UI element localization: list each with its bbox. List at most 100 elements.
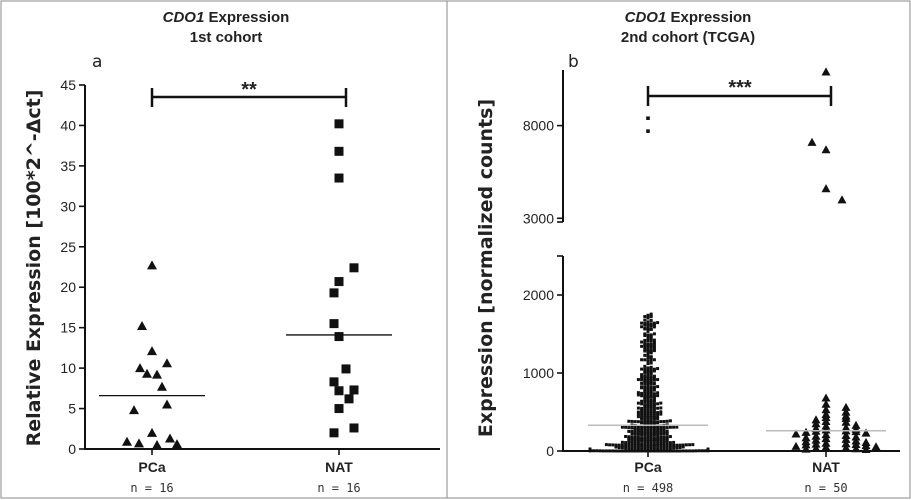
data-point (646, 375, 650, 379)
data-point (662, 426, 666, 430)
data-point (662, 449, 666, 453)
data-point (630, 419, 634, 423)
data-point (691, 449, 695, 453)
data-point (652, 417, 656, 421)
panel-b-subtitle: 2nd cohort (TCGA) (621, 29, 755, 46)
y-tick-label: 3000 (523, 210, 554, 226)
data-point (129, 405, 139, 415)
data-point (649, 394, 653, 398)
data-point (646, 429, 650, 433)
data-point (646, 432, 650, 436)
data-point (620, 449, 624, 453)
data-point (659, 406, 663, 410)
data-point (649, 422, 653, 426)
data-point (646, 421, 650, 425)
data-point (643, 323, 647, 327)
data-point (633, 437, 637, 441)
y-tick-label: 8000 (523, 118, 554, 134)
data-point (640, 411, 644, 415)
data-point (643, 333, 647, 337)
data-point (646, 405, 650, 409)
data-point (643, 369, 647, 373)
data-point (633, 446, 637, 450)
data-point (643, 367, 647, 371)
data-point (636, 442, 640, 446)
data-point (652, 424, 656, 428)
data-point (851, 444, 861, 453)
data-point (341, 364, 351, 374)
data-point (640, 406, 644, 410)
data-point (646, 440, 650, 444)
data-point (649, 392, 653, 396)
data-point (681, 449, 685, 453)
data-point (649, 409, 653, 413)
data-point (652, 338, 656, 342)
data-point (643, 429, 647, 433)
data-point (630, 432, 634, 436)
data-point (649, 378, 653, 382)
panel-b-frame (446, 0, 911, 499)
data-point (821, 405, 831, 414)
data-point (334, 146, 344, 156)
data-point (659, 446, 663, 450)
data-point (334, 277, 344, 287)
data-point (630, 439, 634, 443)
data-point (656, 385, 660, 389)
panel-b-letter: b (568, 52, 579, 72)
data-point (672, 443, 676, 447)
data-point (640, 429, 644, 433)
data-point (656, 411, 660, 415)
data-point (668, 449, 672, 453)
data-point (147, 346, 157, 356)
data-point (649, 411, 653, 415)
data-point (646, 418, 650, 422)
data-point (334, 119, 344, 129)
data-point (636, 439, 640, 443)
panel-a-n-nat: n = 16 (317, 481, 360, 495)
data-point (652, 433, 656, 437)
data-point (652, 388, 656, 392)
data-point (646, 379, 650, 383)
data-point (652, 404, 656, 408)
data-point (627, 436, 631, 440)
data-point (841, 439, 851, 448)
data-point (643, 409, 647, 413)
data-point (636, 410, 640, 414)
data-point (649, 312, 653, 316)
data-point (665, 435, 669, 439)
data-point (646, 350, 650, 354)
data-point (646, 322, 650, 326)
data-point (646, 447, 650, 451)
data-point (704, 449, 708, 453)
data-point (668, 435, 672, 439)
y-tick-label: 25 (60, 239, 76, 255)
data-point (646, 427, 650, 431)
data-point (678, 443, 682, 447)
data-point (162, 399, 172, 409)
data-point (668, 419, 672, 423)
data-point (640, 420, 644, 424)
data-point (588, 447, 592, 451)
data-point (640, 381, 644, 385)
data-point (662, 444, 666, 448)
data-point (649, 398, 653, 402)
data-point (652, 332, 656, 336)
data-point (646, 410, 650, 414)
data-point (643, 403, 647, 407)
data-point (811, 419, 821, 428)
data-point (684, 443, 688, 447)
data-point (665, 437, 669, 441)
data-point (656, 367, 660, 371)
data-point (643, 378, 647, 382)
data-point (649, 336, 653, 340)
panel-b-n-nat: n = 50 (804, 481, 847, 495)
data-point (620, 425, 624, 429)
data-point (614, 443, 618, 447)
data-point (662, 441, 666, 445)
data-point (604, 443, 608, 447)
data-point (659, 428, 663, 432)
data-point (640, 325, 644, 329)
data-point (640, 415, 644, 419)
data-point (649, 358, 653, 362)
data-point (665, 432, 669, 436)
